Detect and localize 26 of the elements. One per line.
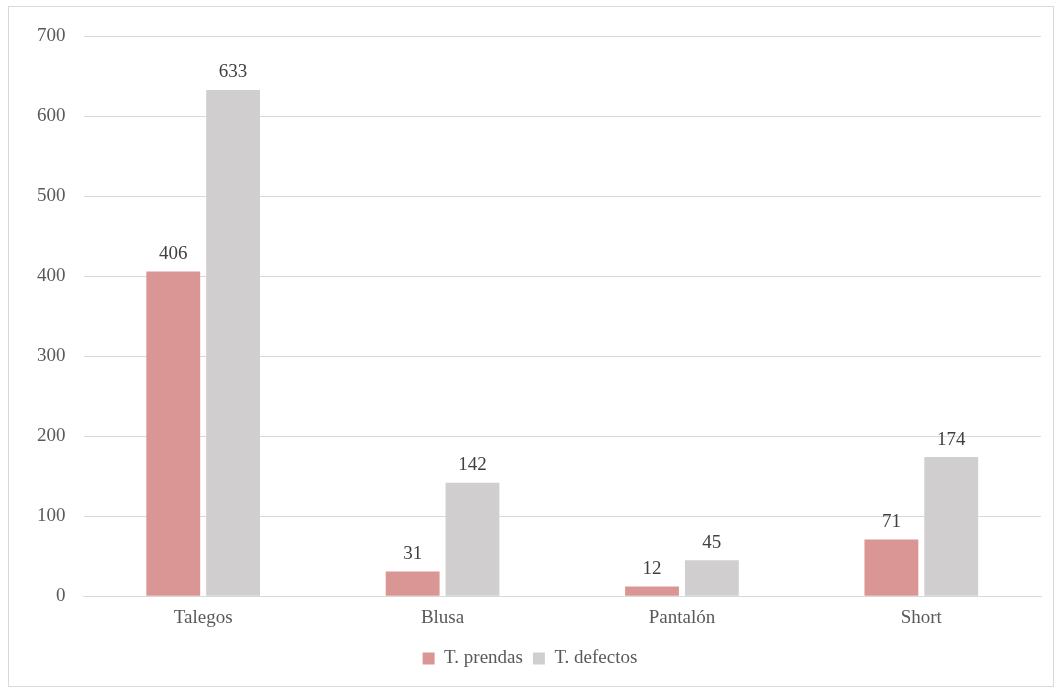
data-label: 12	[642, 557, 662, 579]
bar	[864, 539, 919, 596]
y-tick-label: 700	[37, 24, 66, 46]
x-tick-label: Blusa	[420, 605, 465, 627]
data-label: 174	[936, 427, 966, 449]
data-label: 45	[702, 530, 722, 552]
legend-label: T. defectos	[554, 646, 638, 668]
x-tick-label: Pantalón	[648, 605, 716, 627]
y-tick-label: 300	[37, 344, 66, 366]
legend-label: T. prendas	[444, 646, 523, 668]
bar	[625, 586, 679, 596]
y-tick-label: 400	[37, 264, 66, 286]
bar	[385, 571, 440, 596]
y-tick-label: 500	[37, 184, 66, 206]
data-label: 71	[881, 509, 901, 531]
y-tick-label: 0	[56, 584, 66, 606]
bar	[146, 271, 201, 596]
x-tick-label: Short	[900, 605, 943, 627]
data-label: 31	[403, 541, 423, 563]
data-label: 406	[159, 242, 188, 263]
data-label: 633	[218, 60, 248, 82]
x-tick-label: Talegos	[173, 605, 233, 627]
data-label: 142	[458, 453, 487, 475]
y-tick-label: 200	[37, 424, 66, 446]
y-tick-label: 600	[37, 104, 66, 126]
y-tick-label: 100	[37, 504, 66, 526]
